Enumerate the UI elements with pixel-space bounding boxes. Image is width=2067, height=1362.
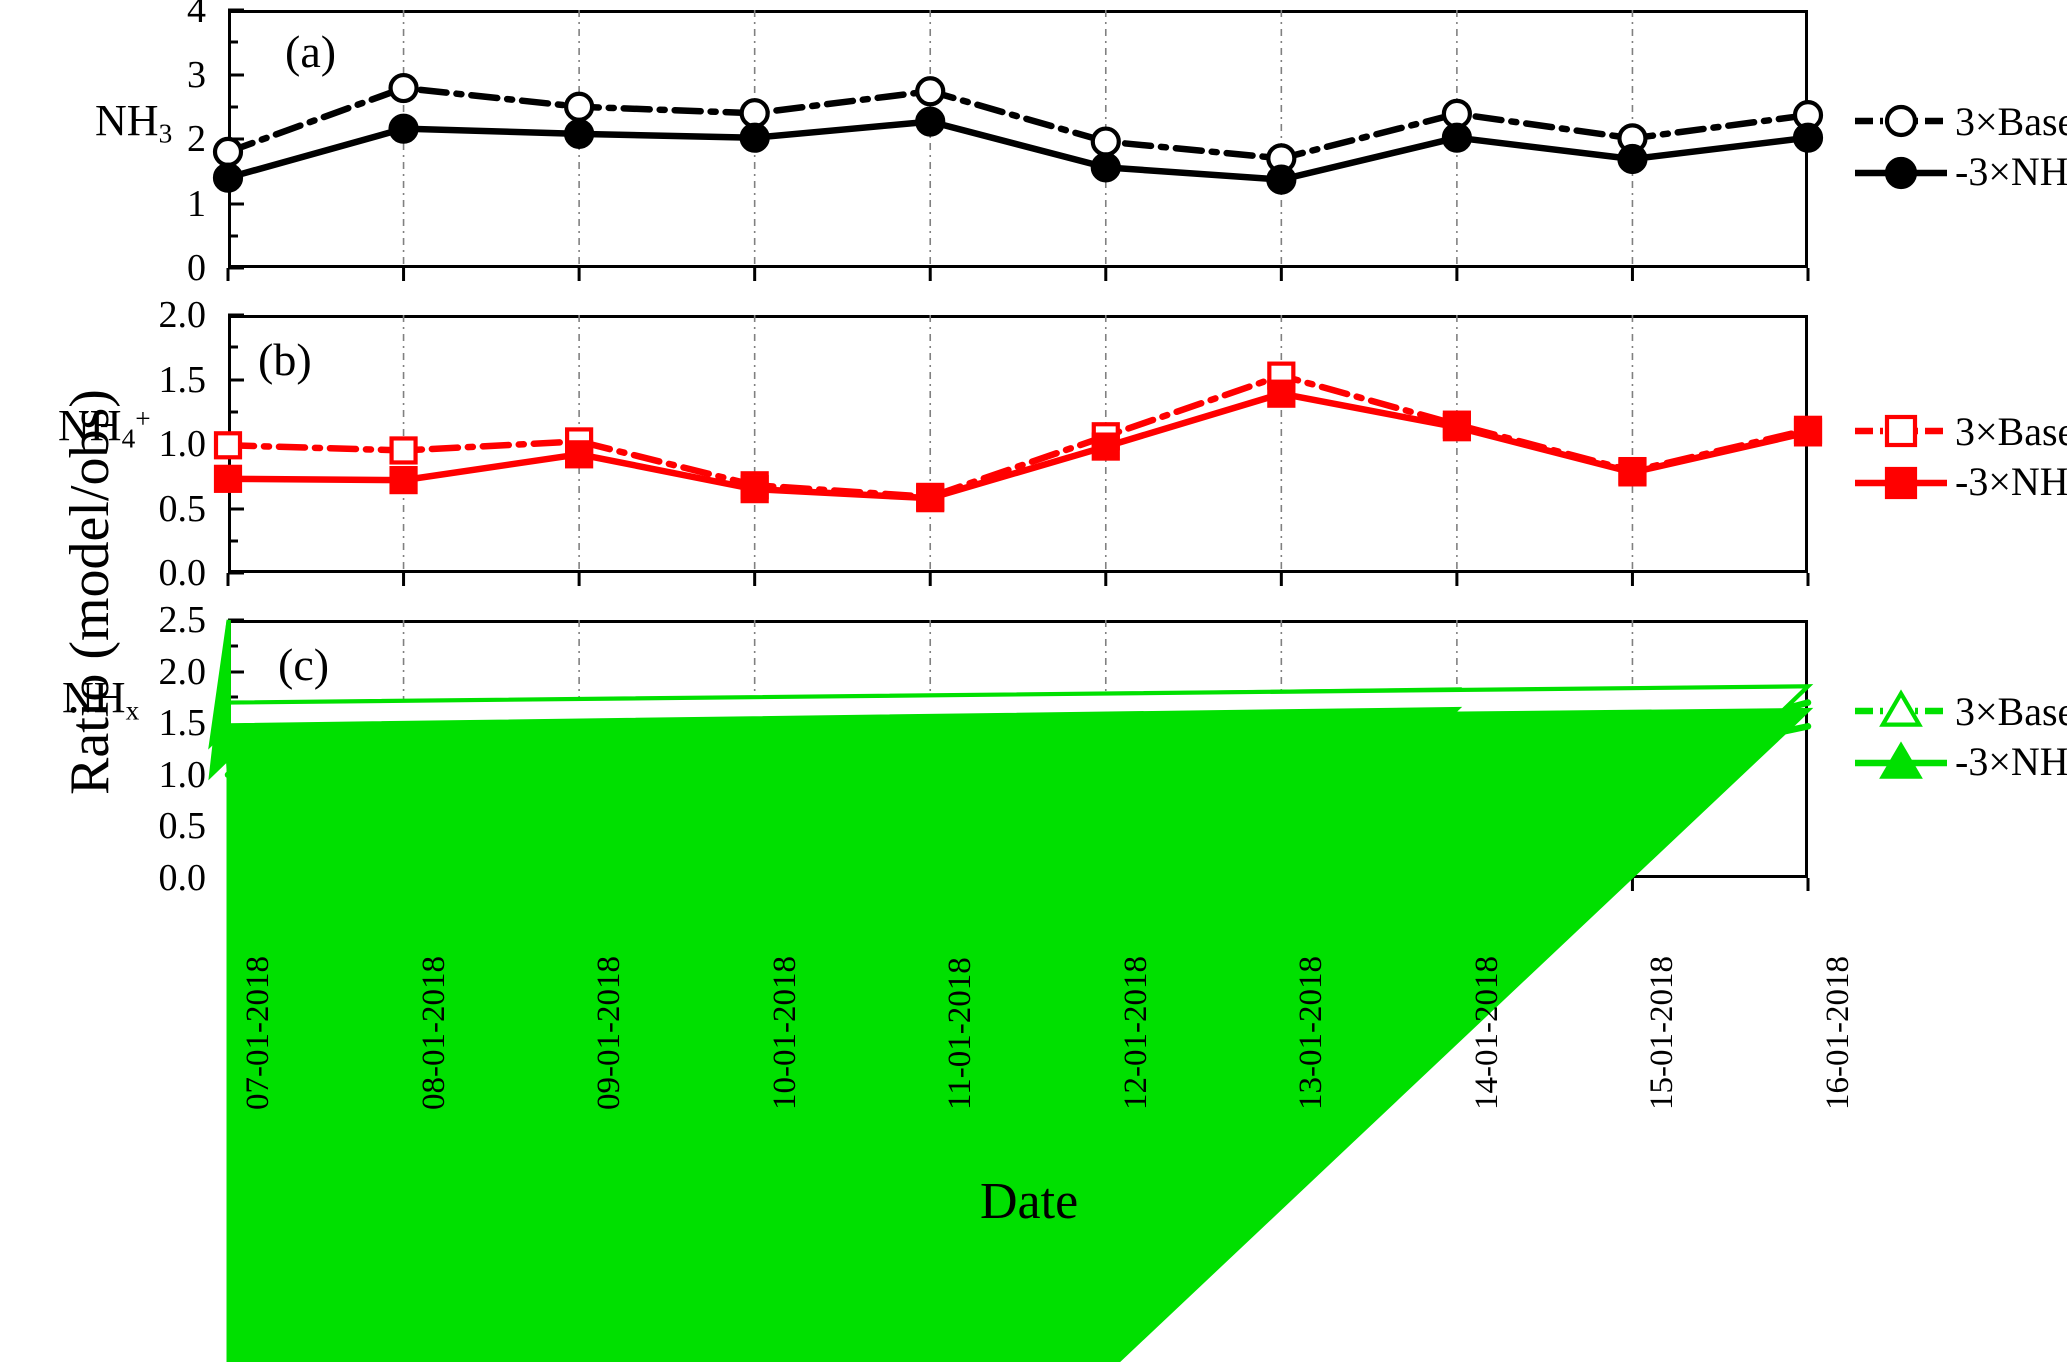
y-tick-label: 2 (187, 118, 206, 160)
filled-square-icon (1855, 463, 1947, 503)
y-tick-label: 1.5 (158, 358, 207, 401)
legend-label: 3×Base HCl (1955, 688, 2067, 734)
x-tick-label: 10-01-2018 (766, 956, 803, 1110)
legend-label: 3×Base HCl (1955, 408, 2067, 454)
legend-item[interactable]: -3×NH3_EMI (1855, 457, 2067, 509)
species-label-c: NHx (62, 673, 140, 726)
open-triangle-icon (1855, 689, 1947, 731)
y-tick-label: 0.0 (158, 552, 207, 594)
panel-c: 0.0 0.5 1.0 1.5 2.0 2.5 (c) NHx 3×Base HCl-3×NH3… (62, 599, 2067, 1362)
y-tick-major (228, 313, 244, 317)
x-tick-label: 15-01-2018 (1644, 956, 1681, 1110)
y-tick-label: 2.0 (158, 294, 207, 336)
legend-c: 3×Base HCl-3×NH3_EMI (1855, 685, 2067, 789)
x-tick-label: 16-01-2018 (1820, 956, 1856, 1110)
y-tick-minor (228, 105, 238, 109)
y-tick-label: 1.0 (158, 753, 207, 796)
x-axis-title: Date (980, 1173, 1079, 1230)
y-tick-major (228, 73, 244, 76)
y-tick-label: 4 (187, 0, 206, 31)
series-canvas-b (213, 315, 1823, 586)
y-tick-major (228, 618, 244, 622)
legend-a: 3×Base HCl-3×NH3_EMI (1855, 95, 2067, 199)
y-tick-minor (228, 695, 238, 699)
x-tick-label: 12-01-2018 (1117, 956, 1154, 1110)
open-square-icon (1855, 411, 1947, 451)
plot-area-c: 0.0 0.5 1.0 1.5 2.0 2.5 (159, 599, 1814, 1362)
filled-triangle-icon (1855, 741, 1947, 783)
y-tick-minor (228, 345, 238, 349)
x-tick-label: 14-01-2018 (1468, 956, 1505, 1110)
legend-item[interactable]: 3×Base HCl (1855, 405, 2067, 457)
y-tick-minor (228, 539, 238, 543)
x-tick-label: 07-01-2018 (240, 956, 276, 1110)
species-label-a: NH3 (95, 96, 173, 149)
panel-tag-c: (c) (278, 639, 330, 690)
y-tick-major (228, 571, 244, 575)
legend-label: -3×NH3_EMI (1955, 458, 2067, 504)
y-tick-label: 0 (187, 247, 206, 289)
panel-tag-a: (a) (285, 26, 337, 77)
y-tick-major (228, 202, 244, 205)
y-tick-minor (228, 40, 238, 44)
filled-circle-icon (1855, 153, 1947, 193)
panel-tag-b: (b) (258, 334, 312, 385)
panel-a: 0 1 2 3 4 (a) NH3 3×Base HCl-3×NH3_EMI (95, 0, 2067, 289)
series-canvas-a (212, 10, 1824, 281)
y-tick-label: 0.5 (158, 487, 207, 530)
series-canvas-c (208, 619, 1814, 1362)
legend-label: 3×Base HCl (1955, 98, 2067, 144)
y-tick-label: 1.0 (158, 423, 207, 465)
y-tick-major (228, 266, 244, 270)
y-tick-label: 1.5 (158, 702, 207, 745)
legend-item[interactable]: 3×Base HCl (1855, 685, 2067, 737)
x-tick-label: 09-01-2018 (591, 956, 628, 1110)
y-tick-minor (228, 644, 238, 648)
legend-item[interactable]: 3×Base HCl (1855, 95, 2067, 147)
y-tick-label: 1 (187, 182, 206, 225)
legend-label: -3×NH3_EMI (1955, 148, 2067, 194)
y-tick-major (228, 670, 244, 674)
species-label-b: NH4+ (58, 401, 151, 454)
plot-area-a: 0 1 2 3 4 (187, 0, 1824, 289)
y-tick-minor (228, 410, 238, 414)
y-tick-major (228, 507, 244, 510)
y-tick-major (228, 378, 244, 381)
y-tick-minor (228, 234, 238, 238)
x-tick-label: 11-01-2018 (942, 957, 979, 1110)
y-tick-label: 2.5 (158, 599, 207, 641)
legend-item[interactable]: -3×NH3_EMI (1855, 737, 2067, 789)
y-tick-label: 2.0 (158, 650, 207, 693)
legend-item[interactable]: -3×NH3_EMI (1855, 147, 2067, 199)
y-tick-major (228, 137, 244, 141)
panel-b: 0.0 0.5 1.0 1.5 2.0 (b) NH4+ 3×Base HCl-3×NH3_E… (58, 294, 2067, 594)
y-tick-major (228, 8, 244, 12)
y-tick-label: 0.5 (158, 805, 207, 848)
legend-label: -3×NH3_EMI (1955, 738, 2067, 784)
open-circle-icon (1855, 101, 1947, 141)
x-tick-label: 13-01-2018 (1293, 956, 1330, 1110)
x-tick-label: 08-01-2018 (415, 956, 452, 1110)
legend-b: 3×Base HCl-3×NH3_EMI (1855, 405, 2067, 509)
y-tick-label: 0.0 (158, 857, 207, 899)
y-tick-label: 3 (187, 53, 206, 96)
plot-area-b: 0.0 0.5 1.0 1.5 2.0 (159, 294, 1823, 594)
